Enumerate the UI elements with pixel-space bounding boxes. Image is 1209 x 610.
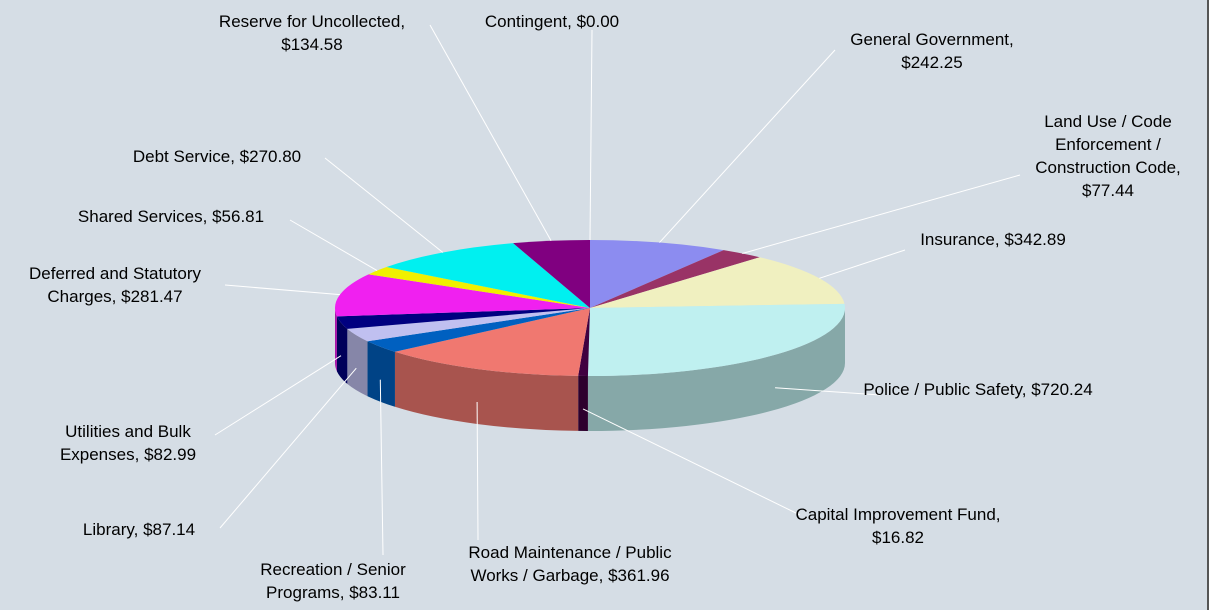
pie-slice-side (347, 328, 368, 397)
slice-category: Police / Public Safety, (863, 380, 1027, 399)
slice-category: General Government, (850, 30, 1014, 49)
slice-category: Road Maintenance / Public Works / Garbag… (468, 543, 672, 585)
slice-label: Road Maintenance / Public Works / Garbag… (450, 541, 690, 587)
pie-slice-side (394, 351, 579, 431)
leader-line (476, 401, 479, 541)
slice-value: $342.89 (1004, 230, 1066, 249)
pie-slice (578, 308, 590, 376)
slice-label: Capital Improvement Fund, $16.82 (788, 503, 1008, 549)
pie-slice (386, 243, 590, 308)
slice-category: Utilities and Bulk Expenses, (59, 422, 191, 464)
slice-category: Reserve for Uncollected, (218, 12, 406, 31)
slice-value: $361.96 (608, 566, 670, 585)
slice-value: $77.44 (1082, 181, 1134, 200)
leader-line (289, 219, 378, 272)
slice-value: $82.99 (144, 445, 197, 464)
slice-label: Debt Service, $270.80 (102, 145, 332, 168)
slice-value: $56.81 (212, 207, 265, 226)
leader-line (589, 29, 593, 241)
pie-slice (590, 240, 724, 308)
leader-line (219, 367, 357, 529)
pie-slice-side (587, 308, 845, 431)
slice-label: Police / Public Safety, $720.24 (863, 378, 1093, 401)
slice-value: $16.82 (872, 528, 924, 547)
pie-slice (368, 266, 590, 308)
slice-category: Shared Services, (77, 207, 208, 226)
leader-line (379, 379, 384, 556)
pie-slice-side (578, 375, 588, 431)
leader-line (659, 49, 836, 243)
pie-slice-side (335, 308, 337, 372)
slice-category: Library, (82, 520, 139, 539)
pie-slice (367, 308, 590, 352)
slice-label: Deferred and Statutory Charges, $281.47 (0, 262, 230, 308)
slice-value: $134.58 (281, 35, 343, 54)
leader-line (429, 24, 552, 242)
pie-slice (394, 308, 590, 376)
slice-category: Land Use / Code Enforcement / Constructi… (1035, 112, 1181, 177)
pie-slice-side (367, 341, 395, 407)
leader-line (775, 387, 881, 396)
slice-label: Library, $87.14 (54, 518, 224, 541)
slice-label: Recreation / Senior Programs, $83.11 (233, 558, 433, 604)
slice-label: General Government, $242.25 (822, 28, 1042, 74)
slice-value: $242.25 (901, 53, 963, 72)
pie-slice (590, 250, 760, 308)
slice-label: Shared Services, $56.81 (46, 205, 296, 228)
slice-value: $83.11 (349, 583, 400, 602)
slice-value: $87.14 (143, 520, 196, 539)
slice-value: $281.47 (121, 287, 183, 306)
slice-value: $270.80 (239, 147, 302, 166)
slice-category: Capital Improvement Fund, (795, 505, 1001, 524)
pie-slice-side (336, 316, 348, 384)
pie-slice (336, 308, 590, 329)
slice-label: Reserve for Uncollected, $134.58 (187, 10, 437, 56)
slice-category: Recreation / Senior Programs, (260, 560, 406, 602)
leader-line (819, 249, 906, 279)
slice-category: Deferred and Statutory Charges, (29, 264, 201, 306)
pie-slice (513, 240, 590, 308)
pie-slice (590, 257, 845, 308)
leader-line (224, 284, 340, 296)
slice-category: Insurance, (920, 230, 1000, 249)
slice-label: Utilities and Bulk Expenses, $82.99 (43, 420, 213, 466)
slice-label: Land Use / Code Enforcement / Constructi… (1008, 110, 1207, 202)
slice-label: Insurance, $342.89 (863, 228, 1123, 251)
leader-line (324, 157, 444, 253)
leader-line (214, 355, 342, 436)
slice-value: $0.00 (576, 12, 620, 31)
leader-line (582, 408, 801, 516)
pie-slice (335, 274, 590, 317)
leader-line (742, 174, 1021, 254)
slice-category: Contingent, (484, 12, 572, 31)
pie-slice (587, 303, 845, 376)
pie-slice (347, 308, 590, 342)
slice-label: Contingent, $0.00 (452, 10, 652, 33)
slice-value: $720.24 (1031, 380, 1093, 399)
slice-category: Debt Service, (132, 147, 235, 166)
